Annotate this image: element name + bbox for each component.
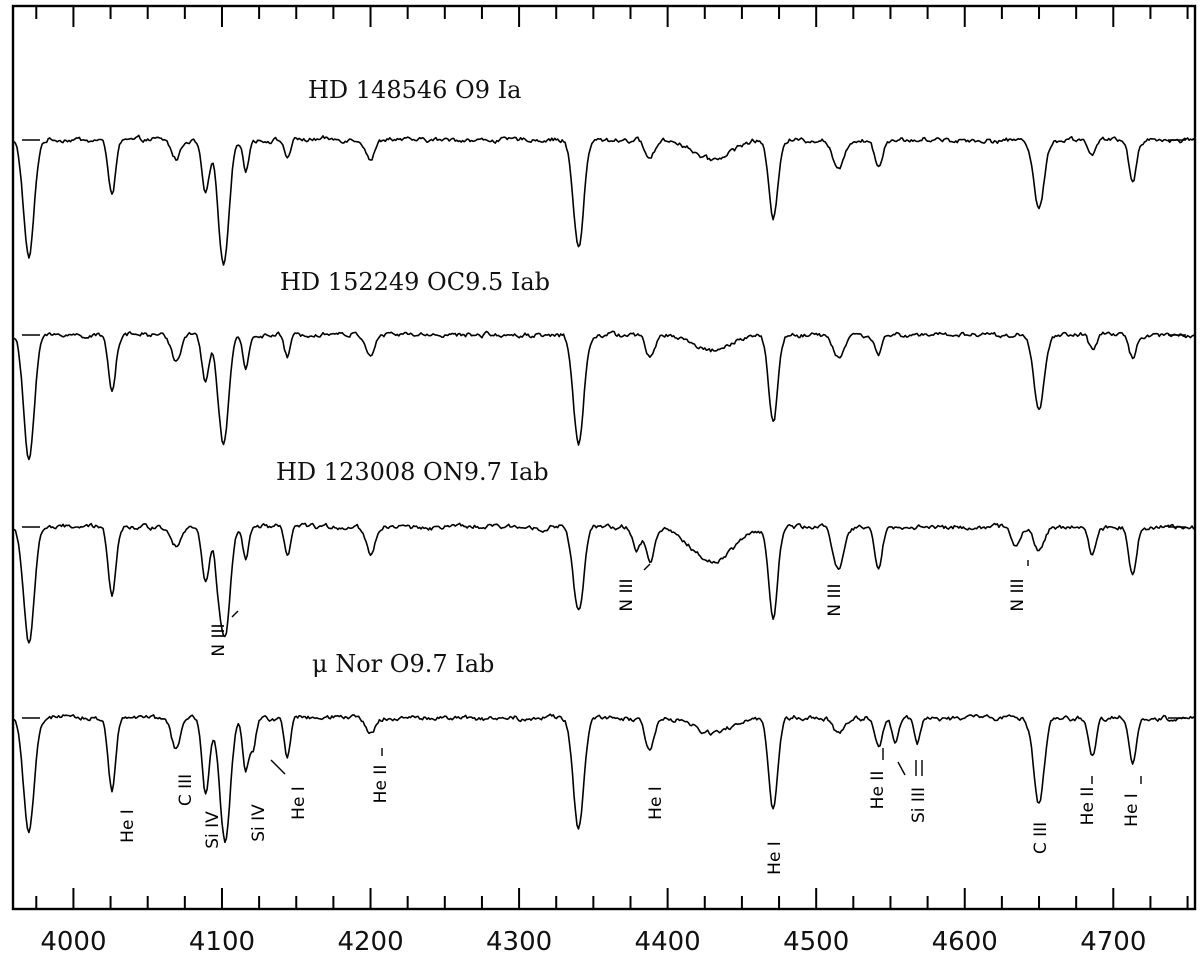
x-tick-label: 4600 [932, 927, 998, 957]
spectrum-line [13, 522, 1196, 644]
label-leader [270, 759, 286, 775]
plot-frame [11, 4, 1197, 911]
line-label: He I [118, 809, 138, 843]
line-label: Si IV [203, 811, 223, 849]
x-axis-ticks [35, 7, 1189, 908]
x-tick-label: 4300 [486, 927, 552, 957]
x-tick-label: 4000 [40, 927, 106, 957]
line-label: He II [868, 771, 888, 810]
spectrum-title: HD 123008 ON9.7 Iab [276, 458, 549, 486]
spectra-group [13, 134, 1196, 844]
line-label: Si III [909, 787, 929, 823]
line-label: He I [765, 841, 785, 875]
spectrum-titles: HD 148546 O9 Ia HD 152249 OC9.5 Iab HD 123… [276, 76, 550, 678]
spectrum-title: HD 152249 OC9.5 Iab [280, 268, 550, 296]
spectrum-line [13, 134, 1196, 266]
spectrum-title: μ Nor O9.7 Iab [312, 650, 494, 678]
line-label: C III [176, 774, 196, 806]
label-leader [897, 761, 906, 776]
line-label: N III [825, 583, 845, 616]
x-axis-tick-labels: 4000 4100 4200 4300 4400 4500 4600 4700 [40, 927, 1146, 957]
line-label: He I [289, 786, 309, 820]
line-label: C III [1031, 822, 1051, 854]
x-tick-label: 4400 [635, 927, 701, 957]
x-tick-label: 4100 [189, 927, 255, 957]
line-label: He I [1122, 793, 1142, 827]
line-label: N III [1008, 578, 1028, 611]
label-leader [643, 563, 651, 571]
line-label: He II [371, 765, 391, 804]
line-identification-labels: N III N III N III N III He I C III Si IV Si IV H… [118, 560, 1142, 875]
x-tick-label: 4700 [1080, 927, 1146, 957]
line-label: N III [209, 623, 229, 656]
line-label: N III [617, 578, 637, 611]
line-label: Si IV [249, 804, 269, 842]
line-label: He I [646, 786, 666, 820]
spectrum-line [13, 330, 1196, 461]
x-tick-label: 4500 [783, 927, 849, 957]
label-leader [231, 610, 239, 618]
x-tick-label: 4200 [337, 927, 403, 957]
spectrum-title: HD 148546 O9 Ia [308, 76, 521, 104]
spectrum-line [13, 713, 1196, 844]
line-label: He II [1078, 787, 1098, 826]
